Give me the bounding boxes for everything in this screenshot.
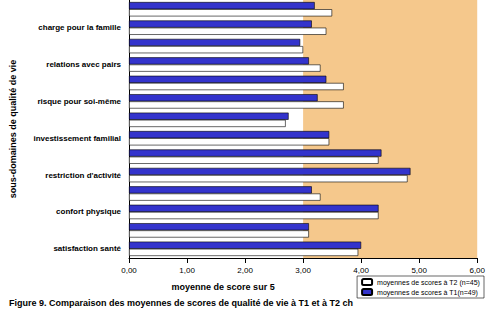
svg-text:4,00: 4,00 [353, 266, 369, 275]
svg-text:0,00: 0,00 [121, 266, 137, 275]
svg-text:sous-domaines de qualité de vi: sous-domaines de qualité de vie [8, 60, 18, 199]
svg-text:Figure 9. Comparaison des moye: Figure 9. Comparaison des moyennes de sc… [9, 298, 353, 308]
svg-text:moyennes de scores à T1(n=49): moyennes de scores à T1(n=49) [377, 289, 478, 297]
svg-text:1,00: 1,00 [179, 266, 195, 275]
svg-text:6,00: 6,00 [469, 266, 485, 275]
svg-text:restriction d'activité: restriction d'activité [45, 171, 121, 180]
svg-text:moyenne de score sur 5: moyenne de score sur 5 [172, 282, 275, 292]
svg-text:2,00: 2,00 [237, 266, 253, 275]
svg-text:risque pour soi-même: risque pour soi-même [37, 97, 121, 106]
svg-text:satisfaction santé: satisfaction santé [53, 244, 121, 253]
svg-text:investissement familial: investissement familial [33, 134, 121, 143]
svg-text:confort physique: confort physique [56, 207, 121, 216]
svg-text:3,00: 3,00 [295, 266, 311, 275]
svg-text:relations avec pairs: relations avec pairs [46, 60, 121, 69]
svg-text:charge pour la famille: charge pour la famille [38, 23, 121, 32]
svg-text:5,00: 5,00 [411, 266, 427, 275]
svg-text:moyennes de scores à T2 (n=45): moyennes de scores à T2 (n=45) [377, 279, 480, 287]
